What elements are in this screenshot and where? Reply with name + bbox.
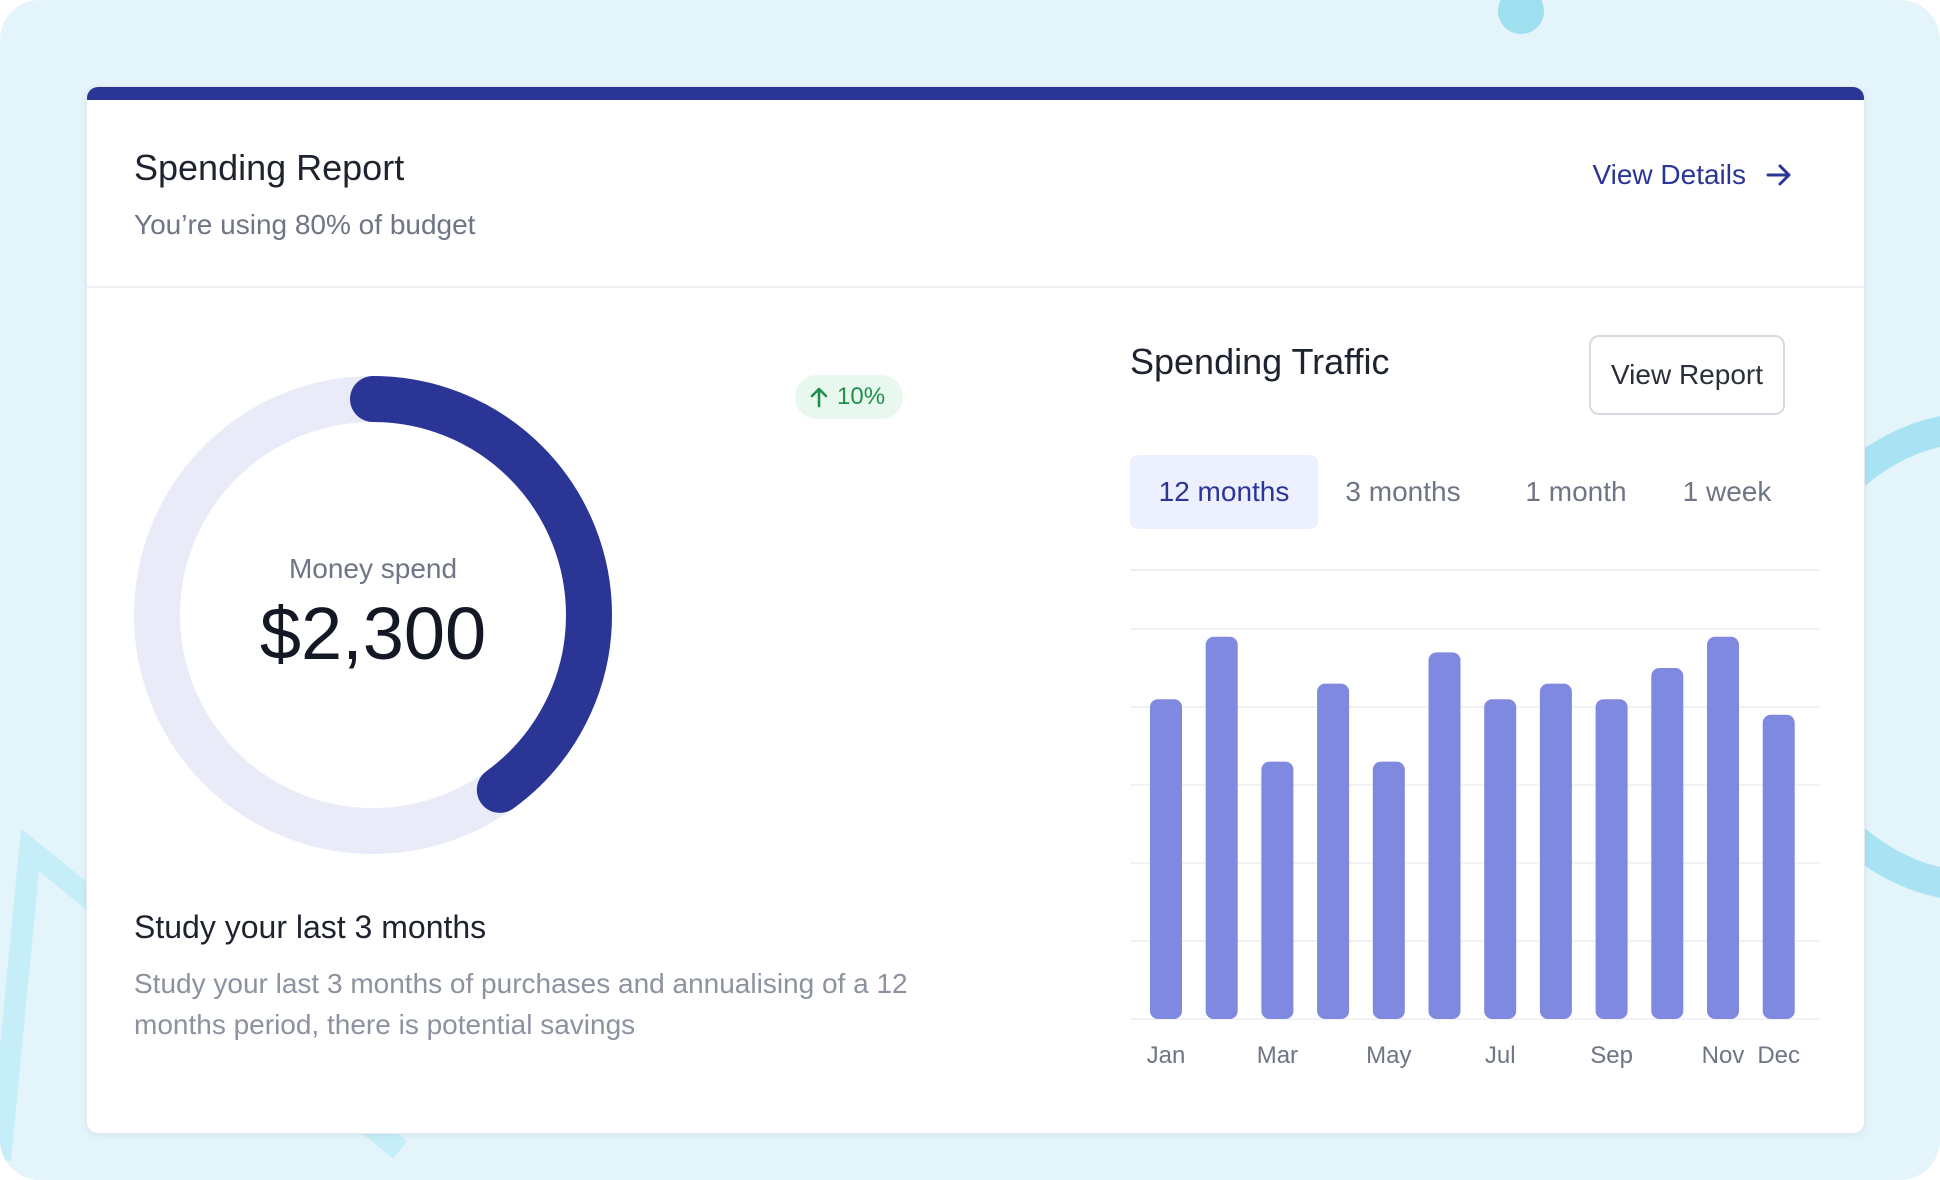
spending-report-card: Spending Report You’re using 80% of budg…	[86, 86, 1865, 1134]
tab-3-months[interactable]: 3 months	[1345, 476, 1461, 507]
spending-traffic-title: Spending Traffic	[1130, 341, 1390, 382]
arrow-up-icon	[810, 387, 828, 408]
study-title: Study your last 3 months	[134, 909, 487, 945]
chart-bar-may	[1372, 761, 1405, 1019]
x-tick-label: May	[1366, 1042, 1411, 1069]
money-spend-value: $2,300	[259, 592, 487, 675]
report-title: Spending Report	[134, 147, 405, 188]
chart-bar-mar	[1261, 761, 1294, 1019]
x-tick-label: Sep	[1590, 1042, 1633, 1069]
header-divider	[87, 286, 1864, 288]
view-report-button[interactable]: View Report	[1589, 335, 1785, 415]
chart-bar-jun	[1428, 652, 1461, 1019]
card-accent-bar	[87, 87, 1864, 100]
chart-bar-jul	[1484, 699, 1517, 1019]
x-tick-label: Jul	[1485, 1042, 1516, 1069]
money-spend-donut	[134, 376, 612, 854]
chart-bar-aug	[1539, 683, 1572, 1019]
study-description: Study your last 3 months of purchases an…	[134, 968, 908, 1040]
budget-usage-text: You’re using 80% of budget	[134, 209, 476, 240]
x-tick-label: Jan	[1147, 1042, 1186, 1069]
donut-progress-arc	[134, 376, 612, 854]
chart-bar-feb	[1205, 636, 1238, 1019]
trend-value: 10%	[837, 383, 886, 410]
tabs-divider	[1130, 569, 1820, 571]
view-details-link[interactable]: View Details	[1592, 159, 1794, 191]
chart-bar-dec	[1762, 714, 1795, 1019]
view-details-label: View Details	[1592, 159, 1746, 190]
x-tick-label: Mar	[1257, 1042, 1298, 1069]
trend-badge: 10%	[795, 375, 904, 419]
arrow-right-icon	[1766, 164, 1791, 186]
x-tick-label: Nov	[1702, 1042, 1745, 1069]
chart-bar-sep	[1595, 699, 1628, 1019]
tab-1-week[interactable]: 1 week	[1682, 476, 1772, 507]
chart-bar-oct	[1651, 668, 1684, 1019]
tab-12-months[interactable]: 12 months	[1130, 455, 1318, 529]
chart-bar-jan	[1150, 699, 1182, 1019]
tab-1-month[interactable]: 1 month	[1525, 476, 1627, 507]
chart-bar-nov	[1707, 636, 1739, 1019]
x-tick-label: Dec	[1757, 1042, 1800, 1069]
decorative-dot	[1498, 0, 1544, 34]
money-spend-label: Money spend	[288, 553, 458, 584]
chart-bar-apr	[1317, 683, 1350, 1019]
spending-traffic-chart: Jan Mar May Jul Sep Nov Dec	[1130, 628, 1820, 1069]
